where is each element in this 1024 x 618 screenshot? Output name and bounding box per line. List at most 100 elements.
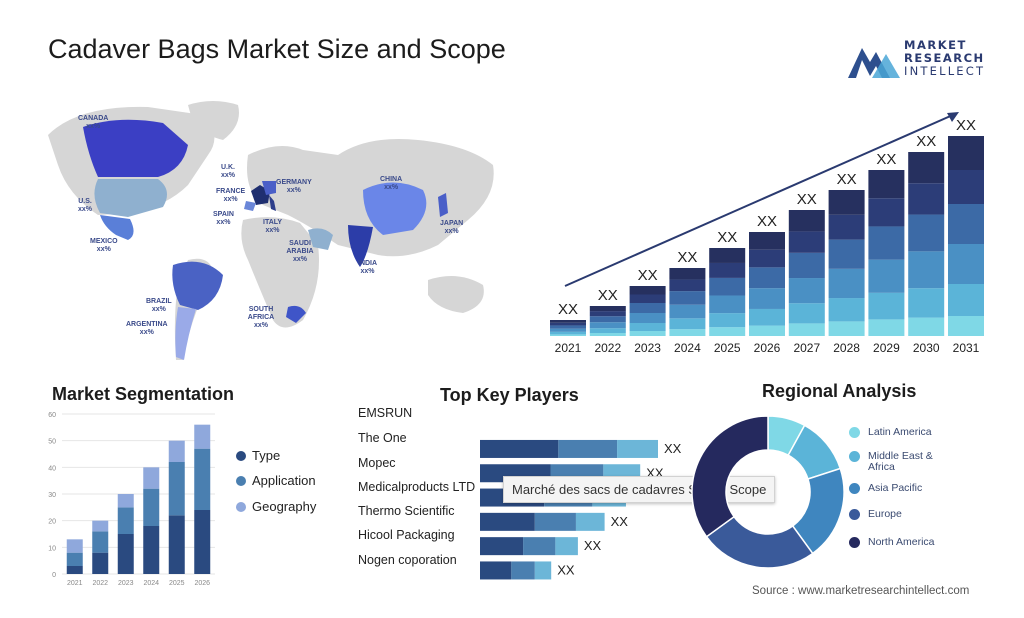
legend-type: Type — [236, 448, 280, 463]
regional-donut-chart — [691, 415, 845, 569]
legend-application-swatch — [236, 476, 246, 486]
player-name-emsrun: EMSRUN — [358, 406, 413, 420]
seg-bar-segment — [194, 448, 211, 510]
map-label-brazil: BRAZIL xx% — [146, 298, 172, 313]
seg-x-tick: 2025 — [169, 580, 185, 587]
player-bar-data-label: XX — [664, 441, 682, 456]
map-label-mexico: MEXICO xx% — [90, 238, 118, 253]
growth-bar-segment — [788, 278, 825, 304]
growth-bar-segment — [908, 183, 945, 215]
seg-bar-segment — [168, 515, 185, 574]
growth-bar-data-label: XX — [558, 301, 578, 318]
growth-x-tick: 2029 — [873, 341, 900, 355]
map-label-south-africa: SOUTH AFRICA xx% — [247, 306, 275, 329]
player-name-nogen: Nogen coporation — [358, 553, 457, 567]
growth-bar-segment — [948, 284, 984, 316]
growth-bar-segment — [868, 259, 905, 293]
seg-x-tick: 2026 — [194, 580, 210, 587]
world-map: CANADA xx% U.S. xx% MEXICO xx% BRAZIL xx% AR… — [38, 95, 508, 370]
growth-bar-segment — [948, 136, 984, 170]
growth-bar-segment — [629, 323, 666, 331]
player-bar-segment — [523, 537, 556, 556]
growth-bar-segment — [788, 210, 825, 232]
growth-bar-segment — [669, 304, 706, 319]
seg-y-tick: 40 — [48, 465, 56, 472]
player-bar-segment — [534, 561, 552, 580]
growth-bar-segment — [669, 291, 706, 305]
growth-bar-segment — [948, 244, 984, 284]
growth-bar-segment — [908, 152, 945, 184]
logo-line-2: RESEARCH — [904, 51, 985, 65]
growth-bar-segment — [669, 268, 706, 280]
players-title: Top Key Players — [440, 385, 579, 405]
growth-bar-segment — [828, 214, 865, 240]
growth-bar-data-label: XX — [797, 191, 817, 208]
growth-bar-segment — [550, 322, 586, 326]
player-bar-segment — [480, 512, 535, 531]
seg-bar-segment — [168, 462, 185, 516]
regional-legend-north-america: North America — [849, 537, 935, 548]
player-bar-segment — [480, 439, 559, 458]
player-bar-segment — [617, 439, 658, 458]
growth-bar-segment — [550, 328, 586, 332]
seg-bar-segment — [117, 494, 134, 508]
map-greenland-land — [188, 101, 239, 140]
map-japan — [438, 193, 448, 217]
growth-bar-segment — [709, 295, 746, 314]
seg-y-tick: 10 — [48, 545, 56, 552]
segmentation-title: Market Segmentation — [52, 384, 235, 404]
map-south-africa — [286, 305, 306, 323]
growth-bar-segment — [629, 303, 666, 313]
seg-bar-segment — [92, 520, 109, 532]
regional-legend-swatch — [849, 537, 860, 548]
growth-bar-segment — [669, 329, 706, 336]
map-saudi-arabia — [308, 228, 333, 250]
map-spain — [244, 201, 256, 211]
growth-bar-segment — [868, 319, 905, 336]
player-name-hicool: Hicool Packaging — [358, 528, 455, 542]
legend-geography: Geography — [236, 499, 316, 514]
growth-x-tick: 2031 — [953, 341, 980, 355]
logo-line-3: INTELLECT — [904, 64, 986, 78]
map-argentina — [175, 307, 196, 360]
growth-bar-segment — [828, 239, 865, 269]
growth-bar-data-label: XX — [837, 171, 857, 188]
growth-bar-segment — [709, 277, 746, 296]
player-bar-segment — [558, 439, 618, 458]
growth-bar-segment — [749, 267, 785, 289]
seg-bar-segment — [66, 539, 83, 553]
seg-bar-segment — [92, 531, 109, 553]
growth-bar-segment — [868, 170, 905, 199]
map-brazil — [172, 261, 223, 310]
growth-bar-segment — [550, 334, 586, 336]
map-canada — [83, 119, 188, 177]
seg-y-tick: 0 — [52, 572, 56, 579]
growth-bar-segment — [669, 279, 706, 292]
seg-bar-segment — [117, 534, 134, 574]
map-label-germany: GERMANY xx% — [276, 179, 312, 194]
regional-legend-mea: Middle East & Africa — [849, 451, 948, 473]
growth-bar-segment — [749, 288, 785, 309]
player-bar-data-label: XX — [557, 562, 575, 577]
growth-bar-segment — [589, 322, 626, 329]
market-growth-chart: XX 2021 XX 2022 XX 2023 XX 2024 XX 2025 XX 2026 XX 20… — [550, 112, 984, 355]
seg-bar-segment — [143, 488, 160, 526]
seg-x-tick: 2023 — [118, 580, 134, 587]
growth-x-tick: 2022 — [594, 341, 621, 355]
seg-bar-segment — [117, 507, 134, 534]
regional-legend-swatch — [849, 483, 860, 494]
page-title: Cadaver Bags Market Size and Scope — [48, 34, 506, 64]
growth-bar-segment — [908, 317, 945, 336]
growth-x-tick: 2021 — [555, 341, 582, 355]
growth-bar-segment — [868, 292, 905, 320]
growth-bar-segment — [908, 251, 945, 289]
logo-line-1: MARKET — [904, 38, 967, 52]
growth-bar-segment — [749, 308, 785, 326]
segmentation-chart: 0 10 20 30 40 50 60 2021 2022 2023 2024 2025 2026 — [48, 412, 215, 587]
player-name-mopec: Mopec — [358, 456, 396, 470]
map-us — [94, 179, 167, 217]
map-india — [348, 225, 373, 267]
growth-x-tick: 2026 — [754, 341, 781, 355]
growth-bar-segment — [948, 204, 984, 244]
map-italy — [269, 195, 276, 211]
